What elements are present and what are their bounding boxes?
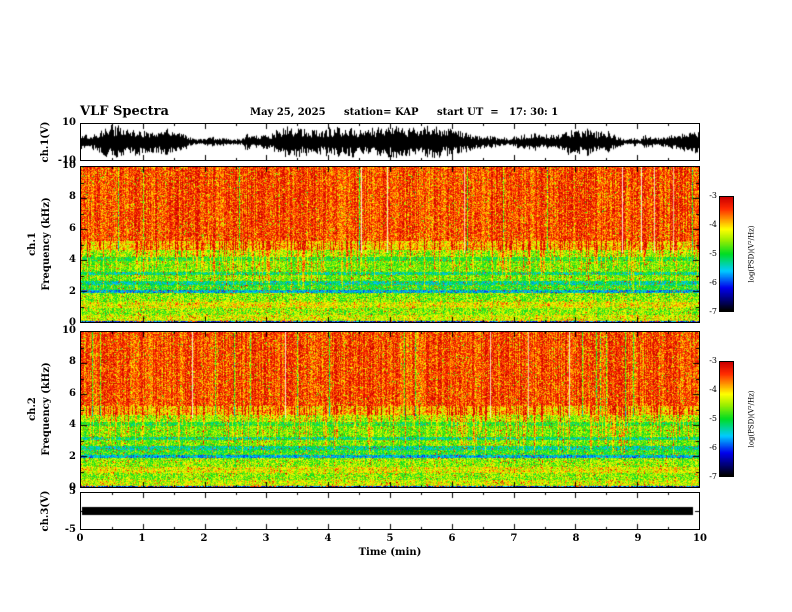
- ch2-spectrogram-canvas: [81, 332, 699, 487]
- ch1-spectrogram-axis-label-line2: Frequency (kHz): [41, 197, 52, 291]
- tick-label: 10: [62, 325, 76, 336]
- tick-label: 0: [69, 482, 76, 493]
- colorbar-ch2-canvas: [720, 362, 733, 476]
- ch3-waveform-canvas: [81, 493, 699, 529]
- tick-label: 4: [69, 254, 76, 266]
- tick-label: -10: [57, 155, 76, 166]
- tick-label: 5: [69, 486, 76, 497]
- ch1-spectrogram-canvas: [81, 167, 699, 322]
- date-label: May 25, 2025: [250, 107, 326, 118]
- tick-label: 10: [62, 117, 76, 128]
- colorbar-ch2: [719, 361, 734, 477]
- tick-label: -3: [709, 191, 717, 200]
- tick-label: 2: [200, 533, 208, 544]
- tick-label: 7: [510, 533, 518, 544]
- tick-label: 6: [69, 222, 76, 234]
- tick-label: 4: [69, 419, 76, 431]
- ch3-voltage-axis-label: ch.3(V): [40, 490, 51, 532]
- ch2-spectrogram-axis-label-line1: ch.2: [27, 397, 38, 421]
- tick-label: 8: [69, 191, 76, 203]
- tick-label: -6: [709, 443, 717, 452]
- ch1-spectrogram-axis-label-line1: ch.1: [27, 232, 38, 256]
- ch1-spectrogram-panel: [80, 166, 700, 323]
- tick-label: -5: [709, 249, 717, 258]
- tick-label: -5: [64, 524, 76, 535]
- colorbar-ch1-label: log(PSD)(V²/Hz): [747, 225, 756, 283]
- plot-title: VLF Spectra: [80, 104, 169, 119]
- tick-label: -4: [709, 385, 717, 394]
- colorbar-ch2-label: log(PSD)(V²/Hz): [747, 390, 756, 448]
- tick-label: -7: [709, 307, 717, 316]
- tick-label: 9: [634, 533, 642, 544]
- tick-label: -6: [709, 278, 717, 287]
- tick-label: 8: [572, 533, 580, 544]
- tick-label: 10: [62, 160, 76, 171]
- tick-label: 8: [69, 356, 76, 368]
- ch1-voltage-axis-label: ch.1(V): [40, 121, 51, 163]
- tick-label: 5: [386, 533, 394, 544]
- tick-label: 6: [69, 387, 76, 399]
- tick-label: 10: [693, 533, 707, 544]
- ch3-waveform-panel: [80, 492, 700, 530]
- tick-label: 0: [76, 533, 84, 544]
- colorbar-ch1: [719, 196, 734, 312]
- ch2-spectrogram-panel: [80, 331, 700, 488]
- tick-label: 6: [448, 533, 456, 544]
- tick-label: 3: [262, 533, 270, 544]
- tick-label: 2: [69, 285, 76, 297]
- tick-label: 2: [69, 450, 76, 462]
- station-label: station= KAP: [344, 107, 419, 118]
- tick-label: -3: [709, 356, 717, 365]
- start-ut-label: start UT = 17: 30: 1: [437, 107, 559, 118]
- ch1-waveform-canvas: [81, 124, 699, 160]
- tick-label: -7: [709, 472, 717, 481]
- tick-label: 1: [138, 533, 146, 544]
- colorbar-ch1-canvas: [720, 197, 733, 311]
- tick-label: -4: [709, 220, 717, 229]
- ch1-waveform-panel: [80, 123, 700, 161]
- ch2-spectrogram-axis-label-line2: Frequency (kHz): [41, 362, 52, 456]
- tick-label: 4: [324, 533, 332, 544]
- tick-label: 0: [69, 317, 76, 328]
- tick-label: -5: [709, 414, 717, 423]
- x-axis-label: Time (min): [358, 547, 422, 558]
